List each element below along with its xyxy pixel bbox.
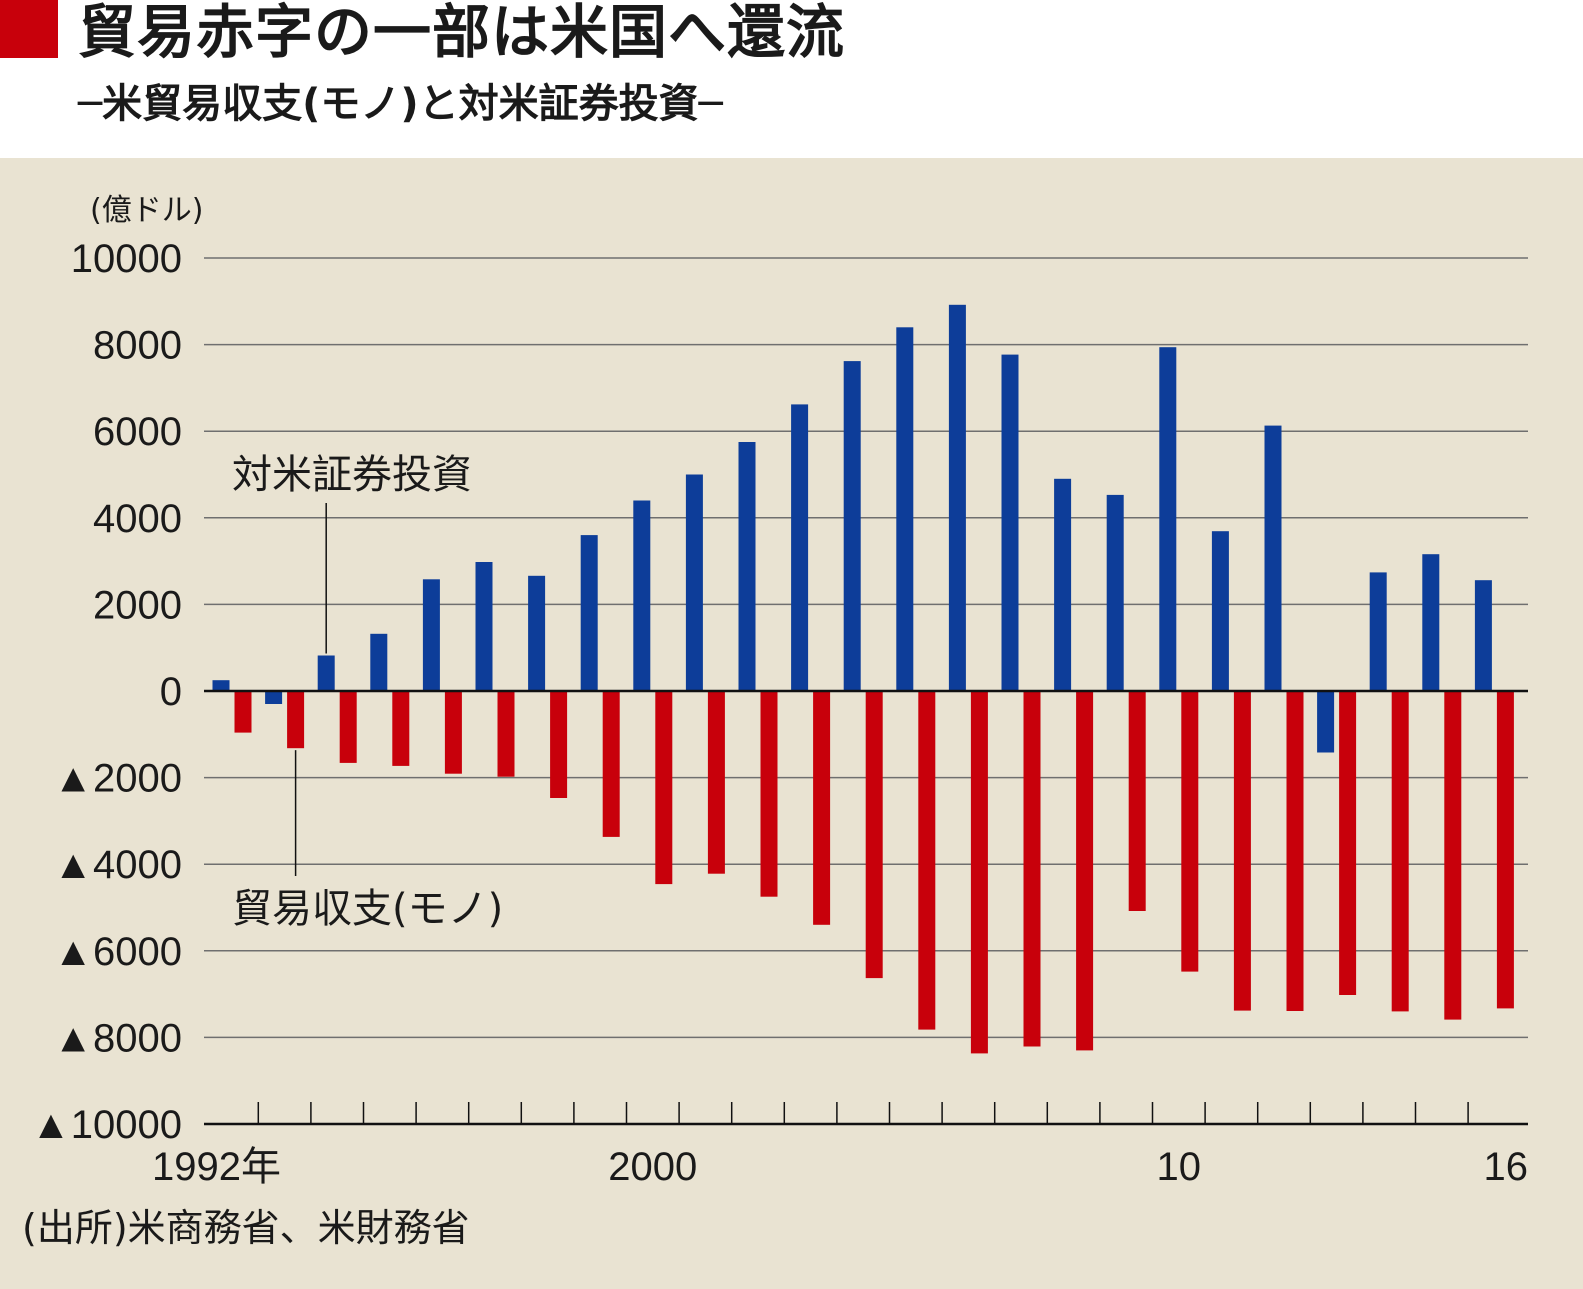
y-tick-label: 8000: [93, 324, 182, 368]
trade-bar: [339, 691, 357, 763]
trade-bar: [234, 691, 252, 733]
trade-bar: [970, 691, 988, 1054]
bar-chart: 10000 8000 6000 4000 2000 0 ▲2000 ▲4000 ▲6000 ▲80…: [31, 193, 1529, 1189]
trade-bar: [1496, 691, 1514, 1009]
plot-area: 10000 8000 6000 4000 2000 0 ▲2000 ▲4000 ▲6000 ▲80…: [0, 158, 1583, 1289]
chart-title: 貿易赤字の一部は米国へ還流: [78, 0, 846, 66]
annotation-investment: 対米証券投資: [232, 452, 472, 498]
investment-bar: [1474, 580, 1492, 691]
trade-bar: [602, 691, 620, 837]
annotation-trade: 貿易収支(モノ): [232, 886, 503, 932]
trade-bar: [1128, 691, 1146, 911]
trade-bar: [497, 691, 515, 777]
trade-bar: [760, 691, 778, 897]
investment-bar: [1001, 354, 1019, 691]
investment-bar: [1211, 531, 1229, 691]
investment-bar: [1422, 554, 1440, 691]
trade-bar: [655, 691, 673, 885]
y-tick-label: ▲10000: [31, 1103, 182, 1147]
trade-bar: [1076, 691, 1094, 1051]
investment-bar: [1317, 691, 1335, 753]
investment-bar: [791, 404, 809, 691]
y-tick-label: 4000: [93, 497, 182, 541]
trade-bar: [918, 691, 936, 1030]
investment-bar: [843, 361, 861, 691]
trade-bar: [444, 691, 462, 774]
investment-bar: [1054, 478, 1072, 691]
investment-bar: [633, 500, 651, 691]
investment-bar: [738, 442, 756, 691]
trade-bar: [865, 691, 883, 979]
trade-bar: [1444, 691, 1462, 1020]
y-tick-label: ▲4000: [53, 843, 182, 887]
trade-bar: [1023, 691, 1041, 1047]
y-tick-label: 10000: [71, 237, 182, 281]
source-note: (出所)米商務省、米財務省: [22, 1206, 470, 1250]
investment-bar: [1106, 494, 1124, 691]
investment-bar: [580, 535, 598, 691]
investment-bar: [370, 633, 388, 691]
investment-bar: [1369, 572, 1387, 691]
y-unit-label: (億ドル): [90, 193, 203, 228]
investment-bar: [475, 562, 493, 691]
chart-header: 貿易赤字の一部は米国へ還流 ─米貿易収支(モノ)と対米証券投資─: [0, 0, 1583, 158]
y-tick-label: 6000: [93, 410, 182, 454]
trade-bar: [287, 691, 305, 749]
investment-bar: [317, 655, 335, 691]
y-tick-label: ▲2000: [53, 757, 182, 801]
investment-bar: [1159, 347, 1177, 691]
y-tick-label: ▲6000: [53, 930, 182, 974]
trade-bar: [1181, 691, 1199, 972]
investment-bar: [896, 327, 914, 691]
investment-bar: [212, 680, 230, 691]
investment-bar: [948, 304, 966, 691]
x-tick-label: 2000: [608, 1145, 697, 1189]
investment-bar: [1264, 425, 1282, 691]
x-tick-label: 10: [1157, 1145, 1202, 1189]
trade-bar: [1339, 691, 1357, 995]
trade-bar: [707, 691, 725, 874]
x-tick-label: 1992年: [152, 1145, 281, 1189]
x-tick-label: 16: [1484, 1145, 1529, 1189]
investment-bar: [528, 575, 546, 691]
y-tick-label: ▲8000: [53, 1016, 182, 1060]
trade-bar: [1391, 691, 1409, 1012]
y-tick-label: 0: [160, 670, 182, 714]
trade-bar: [813, 691, 831, 925]
investment-bar: [422, 579, 440, 691]
investment-bar: [685, 474, 703, 691]
chart-subtitle: ─米貿易収支(モノ)と対米証券投資─: [78, 81, 723, 127]
trade-bar: [392, 691, 410, 766]
title-accent-block: [0, 0, 58, 58]
trade-bar: [550, 691, 568, 798]
trade-bar: [1233, 691, 1251, 1011]
y-tick-label: 2000: [93, 583, 182, 627]
trade-bar: [1286, 691, 1304, 1011]
investment-bar: [265, 691, 283, 704]
